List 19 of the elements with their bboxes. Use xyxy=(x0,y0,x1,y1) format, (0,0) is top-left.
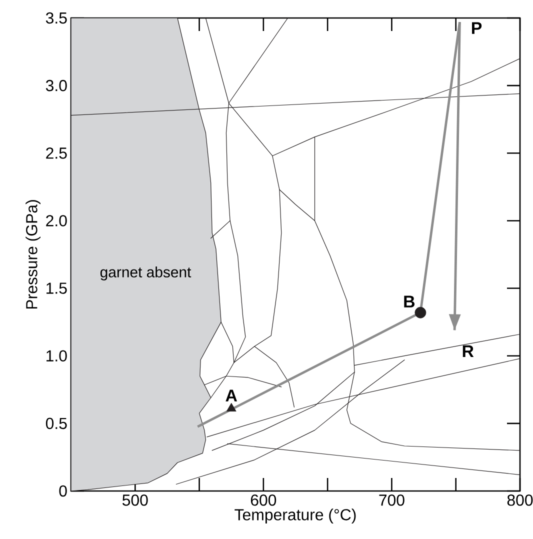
x-tick-label: 700 xyxy=(379,494,404,506)
x-tick-label: 800 xyxy=(507,494,533,506)
y-tick-label: 0 xyxy=(59,485,67,497)
y-tick-label: 2.5 xyxy=(46,148,67,159)
x-tick-label: 600 xyxy=(250,494,276,506)
x-tick-label: 500 xyxy=(122,494,148,506)
y-tick-label: 3.0 xyxy=(46,80,67,92)
x-axis-title: Temperature (°C) xyxy=(234,508,356,524)
y-tick-label: 3.5 xyxy=(46,12,67,24)
y-tick-label: 1.0 xyxy=(46,350,67,362)
y-tick-label: 2.0 xyxy=(46,215,67,226)
y-tick-label: 0.5 xyxy=(46,418,67,430)
y-axis-title: Pressure (GPa) xyxy=(26,200,40,309)
annotation: A xyxy=(226,390,238,402)
annotation: B xyxy=(404,296,415,308)
series-label: garnet absent xyxy=(100,266,192,280)
annotation: R xyxy=(462,345,474,357)
y-tick-label: 1.5 xyxy=(46,282,67,294)
annotation: P xyxy=(472,22,482,34)
